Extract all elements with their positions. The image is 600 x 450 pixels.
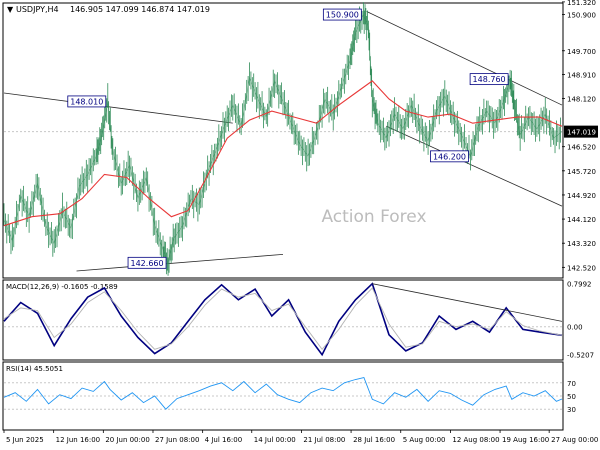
rsi-y-tick-label: 70 [567, 380, 576, 388]
macd-y-tick-label: 0.7992 [567, 281, 592, 289]
macd-main-line [3, 282, 563, 357]
price-y-tick-label: 146.520 [567, 144, 596, 152]
last-price-badge [564, 125, 598, 138]
price-y-tick-label: 150.900 [567, 12, 596, 20]
price-bars-layer [3, 2, 563, 276]
price-annotation-box [469, 73, 509, 86]
x-axis-tick-label: 28 Jul 16:00 [353, 436, 395, 444]
x-axis-tick-label: 12 Aug 08:00 [452, 436, 499, 444]
rsi-y-tick-label: 50 [567, 393, 576, 401]
chart-ohlc: 146.905 147.099 146.874 147.019 [70, 5, 210, 14]
price-trendline-0 [3, 92, 233, 124]
macd-y-tick-label: -0.5207 [567, 352, 594, 360]
price-panel-frame [2, 2, 564, 279]
rsi-panel-frame [2, 361, 564, 431]
chevron-down-icon[interactable]: ▼ [7, 5, 14, 14]
x-axis-tick-label: 14 Jul 00:00 [254, 436, 296, 444]
last-price-label: 147.019 [567, 129, 596, 137]
macd-y-tick-label: 0.00 [567, 324, 583, 332]
x-axis: 5 Jun 2025 12 Jun 16:00 20 Jun 00:00 27 Jun… [3, 430, 598, 444]
price-y-tick-label: 144.120 [567, 216, 596, 224]
x-axis-tick-label: 4 Jul 16:00 [205, 436, 243, 444]
x-axis-tick-label: 5 Aug 00:00 [403, 436, 446, 444]
price-annotation-label: 148.760 [473, 75, 506, 84]
price-lines-layer [3, 80, 563, 227]
chart-symbol: USDJPY,H4 [16, 5, 59, 14]
macd-panel-frame [2, 279, 564, 361]
watermark-text: Action Forex [321, 207, 426, 227]
macd-trendline-0 [372, 283, 563, 322]
x-axis-tick-label: 5 Jun 2025 [6, 436, 44, 444]
price-annotation-box [322, 8, 362, 21]
x-axis-tick-label: 19 Aug 16:00 [502, 436, 549, 444]
price-y-tick-label: 148.120 [567, 95, 596, 103]
price-y-tick-label: 148.910 [567, 72, 596, 80]
price-annotation-box [67, 95, 107, 108]
price-annotations-layer: 150.900 148.010 142.660 148.760 146.200 [67, 8, 509, 269]
rsi-layer: 70 50 30 [3, 376, 576, 414]
price-annotation-box [127, 256, 167, 269]
price-y-tick-label: 151.320 [567, 0, 596, 7]
macd-title: MACD(12,26,9) -0.1605 -0.1589 [6, 283, 118, 291]
price-trendline-2 [366, 11, 563, 106]
price-y-tick-label: 145.720 [567, 168, 596, 176]
price-y-tick-label: 143.320 [567, 240, 596, 248]
price-annotation-label: 146.200 [433, 152, 466, 161]
price-y-tick-label: 144.920 [567, 192, 596, 200]
rsi-title: RSI(14) 45.5051 [6, 365, 63, 373]
price-y-tick-label: 142.520 [567, 264, 596, 272]
x-axis-tick-label: 21 Jul 08:00 [303, 436, 345, 444]
macd-layer: 0.7992 0.00 -0.5207 [3, 281, 594, 360]
price-annotation-box [430, 150, 469, 163]
price-y-axis: 151.320 150.900 149.700 148.910 148.120 147.0… [562, 0, 598, 272]
price-annotation-label: 142.660 [131, 259, 164, 268]
price-annotation-label: 148.010 [70, 97, 103, 106]
price-y-tick-label: 149.700 [567, 48, 596, 56]
price-trendlines-layer [3, 11, 563, 272]
moving-average-line [3, 80, 563, 227]
rsi-line [3, 376, 563, 410]
price-trendline-1 [76, 253, 284, 272]
x-axis-tick-label: 20 Jun 00:00 [105, 436, 149, 444]
price-annotation-label: 150.900 [326, 11, 359, 20]
price-close-line [3, 13, 563, 264]
x-axis-tick-label: 27 Aug 00:00 [551, 436, 598, 444]
rsi-y-tick-label: 30 [567, 406, 576, 414]
macd-signal-line [3, 287, 563, 351]
price-trendline-3 [386, 125, 563, 207]
x-axis-tick-label: 27 Jun 08:00 [155, 436, 199, 444]
x-axis-tick-label: 12 Jun 16:00 [56, 436, 100, 444]
